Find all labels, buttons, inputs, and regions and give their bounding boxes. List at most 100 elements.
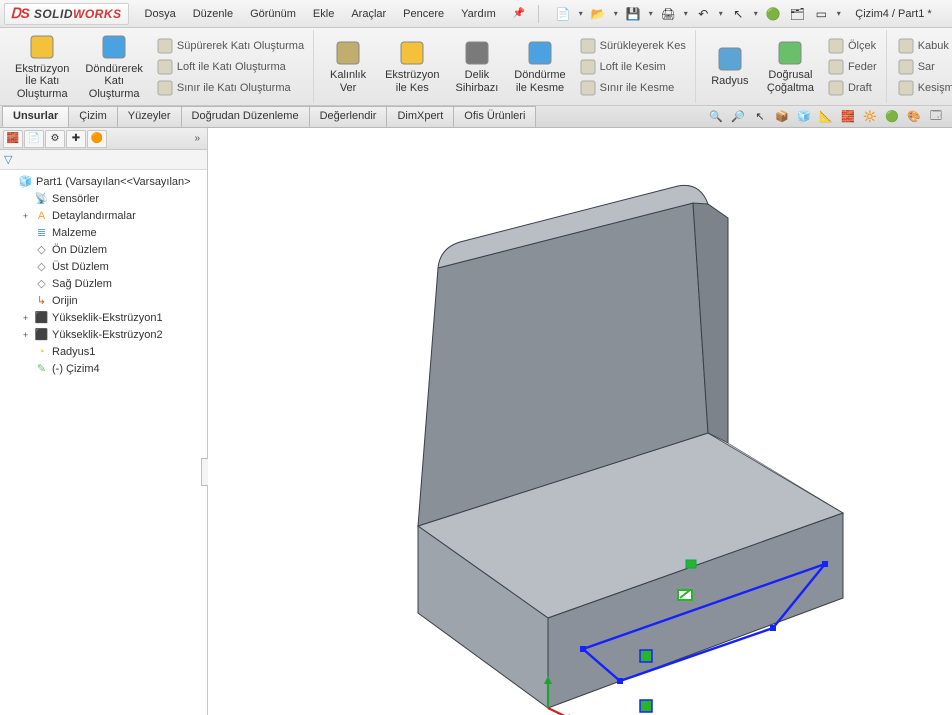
view-tool-9[interactable]: 🎨 xyxy=(904,108,924,126)
shell-button[interactable]: Kabuk xyxy=(893,36,952,56)
fm-tab-0[interactable]: 🧱 xyxy=(3,130,23,148)
heads-up-view-toolbar: 🔍🔎↖📦🧊📐🧱🔆🟢🎨🗔 xyxy=(706,106,946,127)
tree-item-label: Sağ Düzlem xyxy=(52,278,112,290)
tree-item[interactable]: ◔Radyus1 xyxy=(2,343,205,360)
intersect-button[interactable]: Kesişme xyxy=(893,78,952,98)
tree-item[interactable]: ◇Ön Düzlem xyxy=(2,241,205,258)
cmd-tab-değerlendir[interactable]: Değerlendir xyxy=(309,106,388,127)
revolve-boss-button[interactable]: DöndürerekKatıOluşturma xyxy=(78,30,149,104)
menu-tools[interactable]: Araçlar xyxy=(343,4,394,24)
graphics-viewport[interactable] xyxy=(208,128,952,715)
tree-item-label: Detaylandırmalar xyxy=(52,210,136,222)
fm-tab-2[interactable]: ⚙ xyxy=(45,130,65,148)
panel-collapse-icon[interactable]: » xyxy=(194,133,204,144)
cmd-tab-doğrudan düzenleme[interactable]: Doğrudan Düzenleme xyxy=(181,106,310,127)
feather-button[interactable]: Feder xyxy=(823,57,882,77)
tree-item-icon: ◇ xyxy=(34,259,49,274)
tree-item[interactable]: +⬛Yükseklik-Ekstrüzyon2 xyxy=(2,326,205,343)
tree-item-icon: ◇ xyxy=(34,276,49,291)
properties-icon[interactable]: ▭ xyxy=(810,4,832,24)
view-tool-4[interactable]: 🧊 xyxy=(794,108,814,126)
cmd-tab-ofis ürünleri[interactable]: Ofis Ürünleri xyxy=(453,106,536,127)
document-title: Çizim4 / Part1 * xyxy=(855,8,931,20)
tree-item[interactable]: ◇Sağ Düzlem xyxy=(2,275,205,292)
linear-pattern-button[interactable]: DoğrusalÇoğaltma xyxy=(760,36,821,97)
save-icon-dropdown[interactable]: ▾ xyxy=(646,4,655,24)
quick-access-toolbar: 📄▾📂▾💾▾🖨▾↶▾↖▾🟢🗂▭▾ xyxy=(552,4,843,24)
expander-icon[interactable]: + xyxy=(20,313,31,323)
menu-window[interactable]: Pencere xyxy=(395,4,452,24)
model-canvas[interactable] xyxy=(208,128,952,715)
open-icon-dropdown[interactable]: ▾ xyxy=(611,4,620,24)
extrude-boss-button[interactable]: Ekstrüzyonİle KatıOluşturma xyxy=(8,30,76,104)
boundary-cut-button[interactable]: Sınır ile Kesme xyxy=(575,78,691,98)
tree-item-icon: ≣ xyxy=(34,225,49,240)
properties-icon-dropdown[interactable]: ▾ xyxy=(834,4,843,24)
cmd-tab-çizim[interactable]: Çizim xyxy=(68,106,118,127)
undo-icon-dropdown[interactable]: ▾ xyxy=(716,4,725,24)
fm-tab-1[interactable]: 📄 xyxy=(24,130,44,148)
select-icon-dropdown[interactable]: ▾ xyxy=(751,4,760,24)
view-tool-1[interactable]: 🔎 xyxy=(728,108,748,126)
loft-boss-button[interactable]: Loft ile Katı Oluşturma xyxy=(152,57,309,77)
logo-text: SOLIDWORKS xyxy=(34,7,122,21)
thickness-button[interactable]: KalınlıkVer xyxy=(320,36,376,97)
view-tool-2[interactable]: ↖ xyxy=(750,108,770,126)
print-icon[interactable]: 🖨 xyxy=(657,4,679,24)
loft-cut-button[interactable]: Loft ile Kesim xyxy=(575,57,691,77)
view-tool-5[interactable]: 📐 xyxy=(816,108,836,126)
tree-item[interactable]: ≣Malzeme xyxy=(2,224,205,241)
scale-button[interactable]: Ölçek xyxy=(823,36,882,56)
save-icon[interactable]: 💾 xyxy=(622,4,644,24)
menu-file[interactable]: Dosya xyxy=(137,4,184,24)
new-icon[interactable]: 📄 xyxy=(552,4,574,24)
swept-cut-button[interactable]: Sürükleyerek Kes xyxy=(575,36,691,56)
fm-tab-4[interactable]: 🟠 xyxy=(87,130,107,148)
open-icon[interactable]: 📂 xyxy=(587,4,609,24)
expander-icon[interactable]: + xyxy=(20,330,31,340)
hole-wizard-button-label: DelikSihirbazı xyxy=(456,69,499,94)
options-icon[interactable]: 🗂 xyxy=(786,4,808,24)
view-tool-7[interactable]: 🔆 xyxy=(860,108,880,126)
cmd-tab-yüzeyler[interactable]: Yüzeyler xyxy=(117,106,182,127)
tree-item[interactable]: 📡Sensörler xyxy=(2,190,205,207)
menu-insert[interactable]: Ekle xyxy=(305,4,342,24)
feature-filter[interactable]: ▽ xyxy=(0,150,207,170)
boundary-boss-button[interactable]: Sınır ile Katı Oluşturma xyxy=(152,78,309,98)
tree-item[interactable]: ✎(-) Çizim4 xyxy=(2,360,205,377)
fm-tab-3[interactable]: ✚ xyxy=(66,130,86,148)
tree-item-label: Üst Düzlem xyxy=(52,261,109,273)
swept-boss-button[interactable]: Süpürerek Katı Oluşturma xyxy=(152,36,309,56)
fillet-button[interactable]: Radyus xyxy=(702,42,758,91)
tree-item[interactable]: ◇Üst Düzlem xyxy=(2,258,205,275)
tree-root[interactable]: 🧊 Part1 (Varsayılan<<Varsayılan> xyxy=(2,173,205,190)
tree-item[interactable]: ↳Orijin xyxy=(2,292,205,309)
extrude-cut-button[interactable]: Ekstrüzyonile Kes xyxy=(378,36,446,97)
tree-item-label: Ön Düzlem xyxy=(52,244,107,256)
rebuild-icon[interactable]: 🟢 xyxy=(762,4,784,24)
tree-item-icon: ⬛ xyxy=(34,327,49,342)
new-icon-dropdown[interactable]: ▾ xyxy=(576,4,585,24)
print-icon-dropdown[interactable]: ▾ xyxy=(681,4,690,24)
tree-item[interactable]: +ADetaylandırmalar xyxy=(2,207,205,224)
expander-icon[interactable]: + xyxy=(20,211,31,221)
menu-edit[interactable]: Düzenle xyxy=(185,4,241,24)
select-icon[interactable]: ↖ xyxy=(727,4,749,24)
revolve-cut-button[interactable]: Döndürmeile Kesme xyxy=(507,36,572,97)
view-tool-0[interactable]: 🔍 xyxy=(706,108,726,126)
wrap-button[interactable]: Sar xyxy=(893,57,952,77)
extrude-boss-button-label: Ekstrüzyonİle KatıOluşturma xyxy=(15,63,69,101)
menu-pin-icon[interactable]: 📌 xyxy=(505,4,533,24)
cmd-tab-unsurlar[interactable]: Unsurlar xyxy=(2,106,69,127)
view-tool-6[interactable]: 🧱 xyxy=(838,108,858,126)
cmd-tab-dimxpert[interactable]: DimXpert xyxy=(386,106,454,127)
undo-icon[interactable]: ↶ xyxy=(692,4,714,24)
view-tool-3[interactable]: 📦 xyxy=(772,108,792,126)
hole-wizard-button[interactable]: DelikSihirbazı xyxy=(449,36,506,97)
menu-help[interactable]: Yardım xyxy=(453,4,504,24)
view-tool-10[interactable]: 🗔 xyxy=(926,108,946,126)
tree-item[interactable]: +⬛Yükseklik-Ekstrüzyon1 xyxy=(2,309,205,326)
draft-button[interactable]: Draft xyxy=(823,78,882,98)
view-tool-8[interactable]: 🟢 xyxy=(882,108,902,126)
menu-view[interactable]: Görünüm xyxy=(242,4,304,24)
